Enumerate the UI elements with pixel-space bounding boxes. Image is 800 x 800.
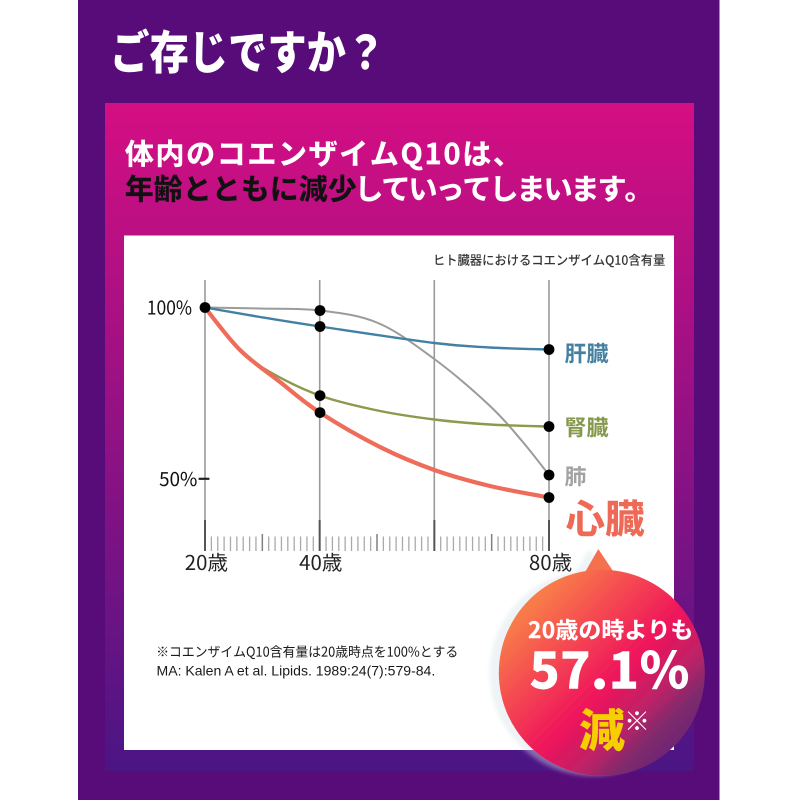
svg-text:MA: Kalen A et al. Lipids. 198: MA: Kalen A et al. Lipids. 1989:24(7):57… <box>157 663 436 679</box>
